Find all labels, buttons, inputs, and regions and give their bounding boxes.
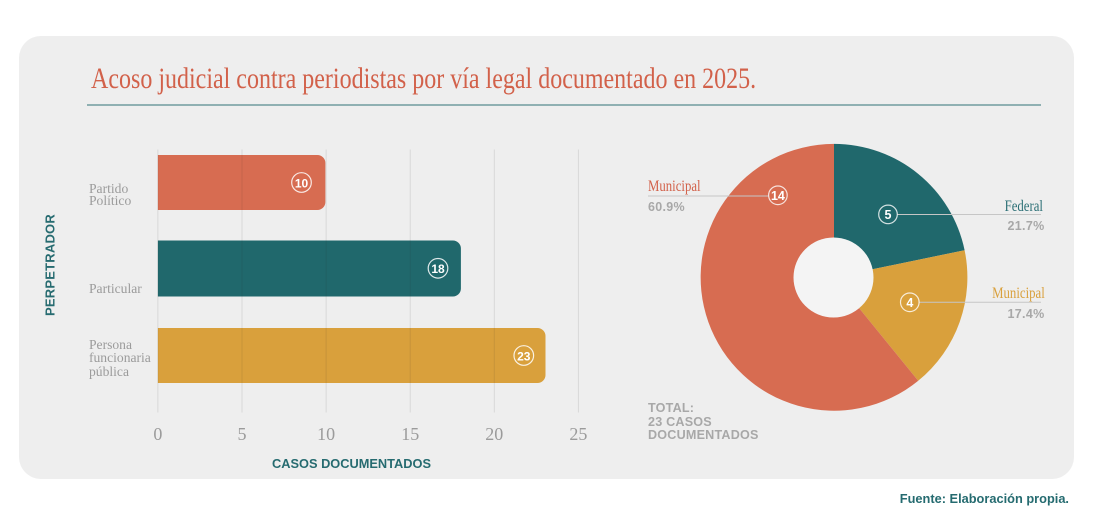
- svg-text:5: 5: [885, 208, 892, 222]
- svg-text:23: 23: [517, 349, 531, 363]
- svg-text:4: 4: [906, 296, 913, 310]
- svg-text:10: 10: [295, 176, 309, 190]
- svg-text:14: 14: [771, 189, 785, 203]
- svg-text:18: 18: [431, 262, 445, 276]
